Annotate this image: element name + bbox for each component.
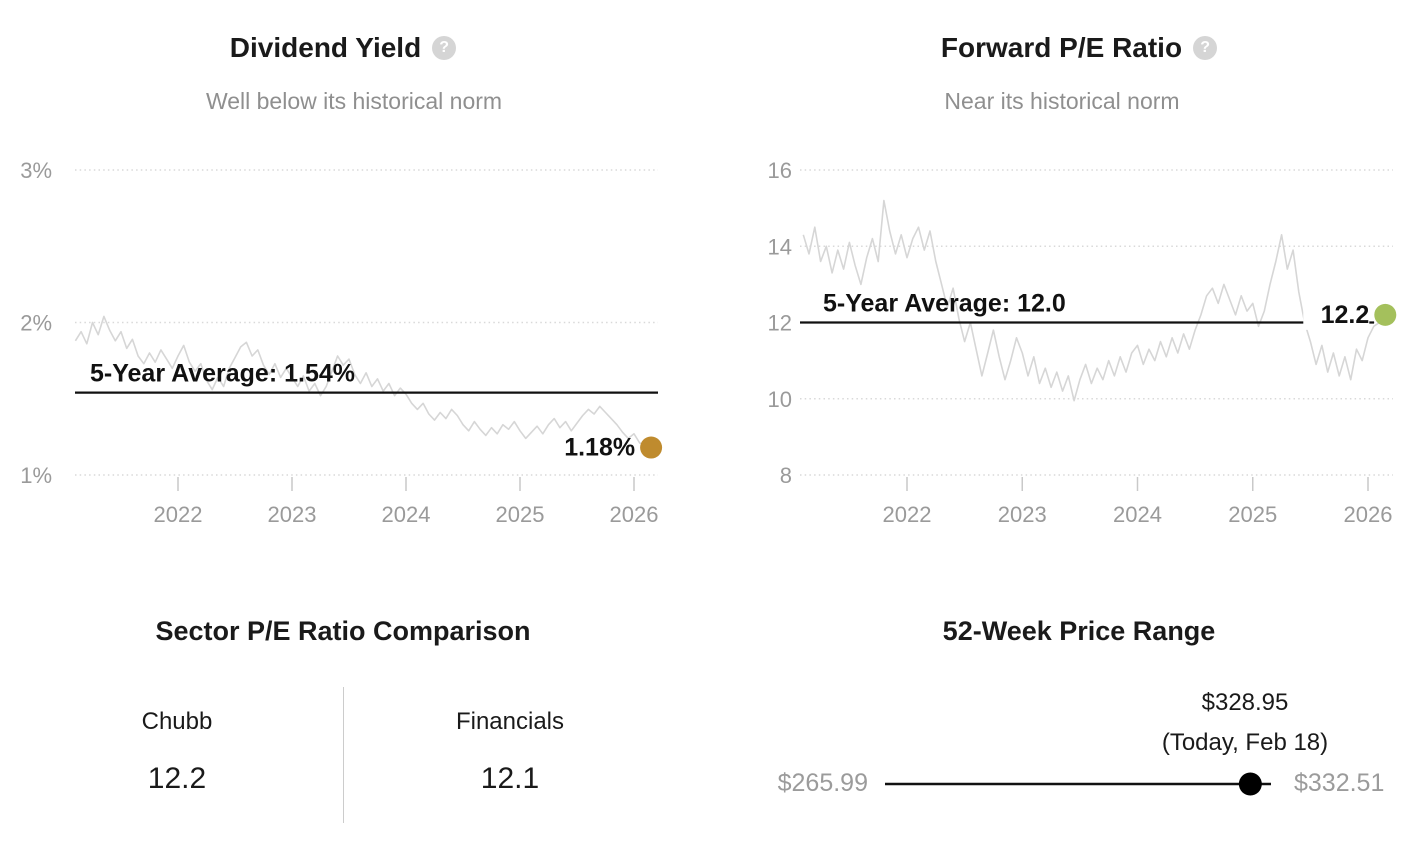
label-mask — [1303, 299, 1370, 330]
x-axis-label: 2024 — [382, 502, 431, 527]
current-value-dot — [640, 436, 663, 459]
series-line — [802, 199, 1386, 402]
help-icon[interactable]: ? — [1193, 36, 1218, 60]
current-price-dot — [1238, 772, 1262, 796]
sector-column-value: 12.1 — [480, 762, 540, 795]
current-price-date: (Today, Feb 18) — [1161, 729, 1329, 756]
forward-pe-panel: Forward P/E Ratio ? Near its historical … — [708, 0, 1416, 560]
help-icon[interactable]: ? — [432, 36, 457, 60]
y-axis-label: 16 — [768, 158, 792, 183]
price-range-title: 52-Week Price Range — [942, 616, 1216, 646]
range-low-label: $265.99 — [777, 769, 868, 797]
dividend-yield-header: Dividend Yield ? — [0, 32, 697, 64]
y-axis-label: 1% — [20, 463, 52, 488]
dividend-yield-title: Dividend Yield — [229, 32, 422, 63]
sector-column-label: Financials — [455, 708, 565, 735]
range-high-label: $332.51 — [1294, 769, 1385, 797]
y-axis-label: 3% — [20, 158, 52, 183]
sector-column-label: Chubb — [141, 708, 213, 735]
y-axis-label: 8 — [780, 463, 792, 488]
forward-pe-title: Forward P/E Ratio — [940, 32, 1183, 63]
y-axis-label: 2% — [20, 311, 52, 336]
column-divider — [343, 687, 344, 823]
series-line — [74, 315, 652, 449]
forward-pe-header: Forward P/E Ratio ? — [725, 32, 1416, 64]
dividend-yield-panel: Dividend Yield ? Well below its historic… — [0, 0, 708, 560]
y-axis-label: 10 — [768, 387, 792, 412]
price-range-panel: 52-Week Price Range $328.95 (Today, Feb … — [708, 590, 1416, 852]
forward-pe-chart: 16 14 12 10 8 2022 2023 2024 2025 2026 5-Year Aver… — [768, 158, 1397, 527]
x-axis-label: 2023 — [998, 502, 1047, 527]
current-value-dot — [1374, 303, 1397, 326]
x-axis-label: 2026 — [1344, 502, 1393, 527]
sector-comparison-panel: Sector P/E Ratio Comparison Chubb 12.2 F… — [0, 590, 708, 852]
current-value-label: 1.18% — [564, 434, 635, 462]
x-axis-label: 2023 — [268, 502, 317, 527]
sector-column-financials: Financials 12.1 — [370, 708, 650, 796]
x-axis-label: 2022 — [883, 502, 932, 527]
average-label: 5-Year Average: 1.54% — [90, 360, 355, 388]
x-axis-label: 2024 — [1113, 502, 1162, 527]
sector-comparison-title: Sector P/E Ratio Comparison — [155, 616, 531, 646]
forward-pe-subtitle: Near its historical norm — [944, 88, 1180, 114]
current-value-label: 12.2 — [1321, 301, 1370, 329]
sector-column-value: 12.2 — [147, 762, 207, 795]
x-axis-label: 2025 — [496, 502, 545, 527]
current-price-label: $328.95 — [1201, 689, 1289, 716]
dividend-yield-chart: 3% 2% 1% 2022 2023 2024 2025 2026 5-Year Average… — [20, 158, 663, 527]
y-axis-label: 12 — [768, 311, 792, 336]
dividend-yield-subtitle: Well below its historical norm — [205, 88, 503, 114]
average-label: 5-Year Average: 12.0 — [823, 290, 1066, 318]
x-axis-label: 2026 — [610, 502, 659, 527]
sector-column-chubb: Chubb 12.2 — [37, 708, 317, 796]
price-range-track — [885, 772, 1271, 796]
x-axis-label: 2025 — [1228, 502, 1277, 527]
y-axis-label: 14 — [768, 234, 792, 259]
x-axis-label: 2022 — [154, 502, 203, 527]
